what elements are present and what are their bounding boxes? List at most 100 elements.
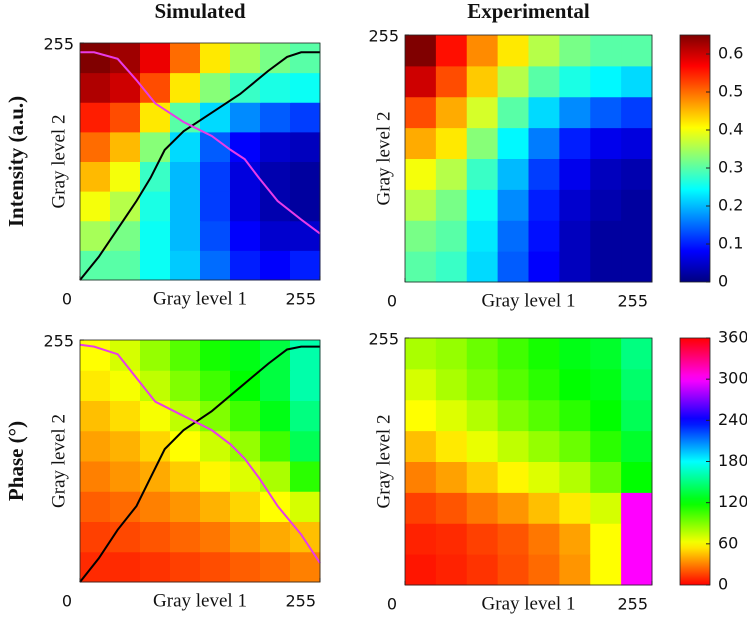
heatmap-cell: [80, 131, 111, 162]
heatmap-cell: [497, 35, 529, 67]
heatmap-cell: [559, 338, 591, 370]
heatmap-cell: [230, 250, 261, 281]
heatmap-cell: [290, 102, 321, 133]
colorbar: [679, 34, 711, 283]
y-tick-label: 255: [368, 27, 399, 46]
colorbar-tick-label: 0: [718, 575, 728, 594]
heatmap-cell: [435, 399, 468, 432]
heatmap-cell: [290, 191, 321, 222]
column-title: Experimental: [467, 0, 590, 23]
heatmap-cell: [435, 554, 468, 586]
heatmap-cell: [405, 368, 437, 401]
heatmap-cell: [80, 43, 111, 74]
y-axis-label: Gray level 2: [373, 112, 394, 206]
heatmap-cell: [621, 368, 653, 401]
heatmap-cell: [200, 551, 231, 583]
heatmap-cell: [110, 161, 141, 192]
heatmap-cell: [140, 43, 171, 74]
heatmap-cell: [621, 554, 653, 586]
colorbar-tick-label: 180: [718, 451, 747, 470]
heatmap-cell: [110, 370, 141, 401]
heatmap-cell: [497, 492, 529, 524]
heatmap-cell: [559, 461, 591, 493]
column-title: Simulated: [154, 0, 245, 23]
heatmap-cell: [290, 370, 321, 401]
heatmap-cell: [497, 461, 529, 493]
heatmap-cell: [170, 43, 201, 74]
x-tick-label: 255: [617, 595, 648, 614]
heatmap-cell: [230, 220, 261, 251]
colorbar-tick-label: 0.6: [718, 44, 743, 63]
heatmap-cell: [260, 521, 291, 553]
heatmap-cell: [290, 400, 321, 432]
heatmap-cell: [140, 461, 171, 492]
heatmap-cell: [290, 220, 321, 251]
heatmap-cell: [621, 189, 653, 221]
heatmap-cell: [528, 492, 560, 524]
heatmap-cell: [170, 521, 201, 553]
heatmap-cell: [405, 523, 437, 555]
heatmap-cell: [621, 220, 653, 252]
heatmap-cell: [435, 35, 468, 67]
heatmap-cell: [290, 491, 321, 522]
heatmap-cell: [466, 461, 499, 493]
heatmap-cell: [590, 492, 622, 524]
axes-box: [79, 42, 321, 281]
heatmap-cell: [528, 399, 560, 432]
heatmap-cell: [260, 191, 291, 222]
heatmap-cell: [559, 158, 591, 190]
heatmap-cell: [621, 65, 653, 98]
y-tick-label: 255: [43, 332, 74, 351]
heatmap-cell: [200, 461, 231, 492]
heatmap-cell: [528, 220, 560, 252]
heatmap-cell: [466, 127, 499, 159]
axes-box: [79, 339, 321, 583]
heatmap-cell: [435, 158, 468, 190]
heatmap-cell: [528, 461, 560, 493]
heatmap-cell: [140, 430, 171, 462]
heatmap-cell: [405, 127, 437, 159]
heatmap-cell: [497, 158, 529, 190]
heatmap-cell: [260, 131, 291, 162]
heatmap-cell: [559, 65, 591, 98]
heatmap-cell: [559, 251, 591, 283]
heatmap-cell: [497, 65, 529, 98]
heatmap-cell: [230, 131, 261, 162]
heatmap-cell: [260, 102, 291, 133]
heatmap-cell: [110, 461, 141, 492]
heatmap-cell: [140, 340, 171, 371]
heatmap-cell: [405, 461, 437, 493]
heatmap-cell: [559, 96, 591, 129]
heatmap-cell: [405, 220, 437, 252]
heatmap-cell: [559, 127, 591, 159]
heatmap-cell: [170, 131, 201, 162]
heatmap-cell: [405, 399, 437, 432]
heatmap-cell: [405, 251, 437, 283]
heatmap-cell: [466, 430, 499, 462]
heatmap-cell: [110, 131, 141, 162]
heatmap-cell: [80, 430, 111, 462]
heatmap-cell: [405, 35, 437, 67]
heatmap-cell: [200, 191, 231, 222]
heatmap-cell: [497, 338, 529, 370]
heatmap-cell: [80, 400, 111, 432]
heatmap-cell: [290, 161, 321, 192]
colorbar-tick-label: 0.3: [718, 158, 743, 177]
heatmap-cell: [110, 340, 141, 371]
heatmap-cell: [466, 554, 499, 586]
heatmap-cell: [80, 491, 111, 522]
heatmap-cell: [230, 521, 261, 553]
heatmap-cell: [290, 250, 321, 281]
heatmap-cell: [170, 72, 201, 103]
heatmap-cell: [559, 554, 591, 586]
heatmap-cell: [435, 338, 468, 370]
heatmap-cell: [435, 189, 468, 221]
heatmap-cell: [200, 340, 231, 371]
axes-box: [404, 337, 653, 586]
y-tick-label: 255: [368, 330, 399, 349]
x-tick-label: 255: [285, 592, 316, 611]
heatmap-cell: [590, 189, 622, 221]
heatmap-cell: [559, 220, 591, 252]
heatmap-cell: [435, 430, 468, 462]
heatmap-cell: [621, 158, 653, 190]
